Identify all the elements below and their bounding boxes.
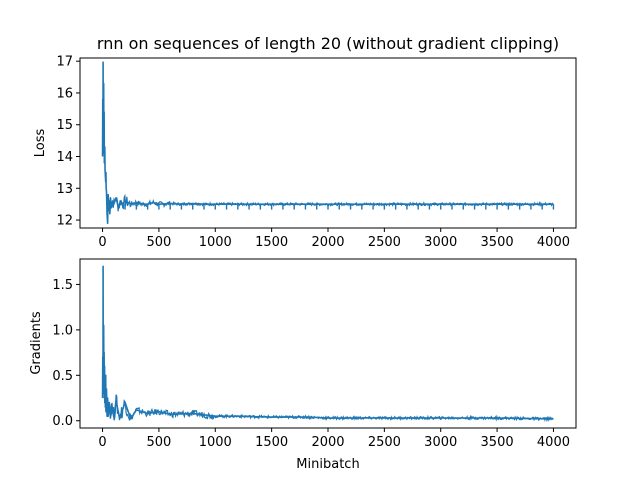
gradients-x-tick-label: 3000 xyxy=(424,435,457,450)
gradients-y-tick-label: 1.5 xyxy=(52,278,73,293)
loss-x-axis: 0 500 1000 1500 2000 2500 3000 3500 4000 xyxy=(98,228,570,250)
gradients-series-noise-0 xyxy=(108,394,554,423)
loss-x-tick-label: 1000 xyxy=(199,235,232,250)
loss-x-tick-label: 2500 xyxy=(368,235,401,250)
gradients-x-tick-label: 2000 xyxy=(311,435,344,450)
gradients-x-tick-label: 0 xyxy=(98,435,106,450)
loss-y-axis: 12 13 14 15 16 17 xyxy=(56,55,80,229)
loss-plot-frame xyxy=(79,57,577,229)
gradients-x-tick-label: 2500 xyxy=(368,435,401,450)
gradients-plot-frame xyxy=(79,258,577,429)
gradients-x-tick-label: 3500 xyxy=(481,435,514,450)
loss-chart: 12 13 14 15 16 17 0 500 1000 1500 2000 2500 3000 350… xyxy=(33,55,577,250)
gradients-x-tick-label: 1000 xyxy=(199,435,232,450)
loss-x-tick-label: 2000 xyxy=(311,235,344,250)
gradients-y-label: Gradients xyxy=(29,311,44,375)
loss-plot-body xyxy=(101,61,555,225)
gradients-x-tick-label: 1500 xyxy=(255,435,288,450)
loss-x-tick-label: 1500 xyxy=(255,235,288,250)
gradients-y-axis: 0.0 0.5 1.0 1.5 xyxy=(52,278,80,429)
loss-x-tick-label: 4000 xyxy=(537,235,570,250)
loss-x-tick-label: 0 xyxy=(98,235,106,250)
gradients-y-tick-label: 0.5 xyxy=(52,369,73,384)
gradients-chart: 0.0 0.5 1.0 1.5 0 500 1000 1500 2000 2500 3000 350… xyxy=(29,258,577,472)
loss-x-tick-label: 3500 xyxy=(481,235,514,250)
loss-y-tick-label: 13 xyxy=(56,182,73,197)
gradients-plot-body xyxy=(101,265,554,423)
loss-x-tick-label: 3000 xyxy=(424,235,457,250)
gradients-y-tick-label: 1.0 xyxy=(52,323,73,338)
loss-x-tick-label: 500 xyxy=(146,235,171,250)
loss-series-noise-0 xyxy=(108,193,554,212)
gradients-x-tick-label: 4000 xyxy=(537,435,570,450)
loss-y-tick-label: 15 xyxy=(56,118,73,133)
loss-y-tick-label: 12 xyxy=(56,214,73,229)
loss-y-tick-label: 17 xyxy=(56,55,73,70)
chart-title: rnn on sequences of length 20 (without g… xyxy=(97,34,559,53)
loss-y-label: Loss xyxy=(33,129,48,158)
gradients-x-axis: 0 500 1000 1500 2000 2500 3000 3500 4000 xyxy=(98,428,570,450)
loss-y-tick-label: 14 xyxy=(56,150,73,165)
gradients-y-tick-label: 0.0 xyxy=(52,414,73,429)
gradients-x-label: Minibatch xyxy=(296,457,359,472)
gradients-x-tick-label: 500 xyxy=(146,435,171,450)
loss-y-tick-label: 16 xyxy=(56,86,73,101)
